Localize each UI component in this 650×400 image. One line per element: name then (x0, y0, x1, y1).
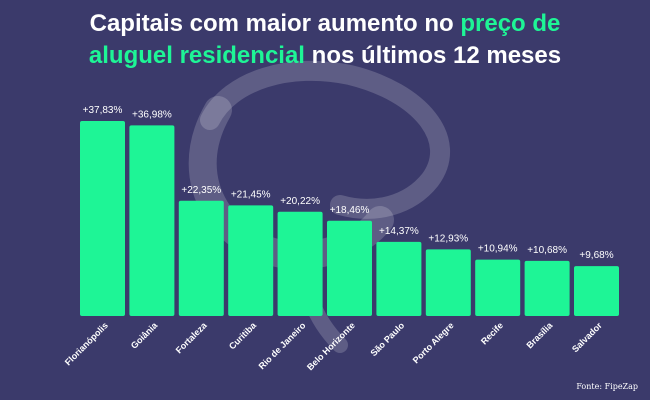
bar-9 (475, 259, 521, 316)
title-part-2: nos últimos 12 meses (304, 42, 562, 69)
bar-4 (228, 205, 274, 316)
data-label-5: +20,22% (280, 196, 320, 207)
x-tick-label-1: Florianópolis (63, 320, 110, 367)
data-label-7: +14,37% (379, 226, 419, 237)
bar-3 (178, 200, 224, 316)
title-highlight-2: aluguel residencial (88, 42, 305, 69)
bars-group (80, 121, 619, 317)
bar-7 (376, 241, 422, 316)
data-label-8: +12,93% (428, 233, 468, 244)
data-label-4: +21,45% (231, 189, 271, 200)
x-tick-label-3: Fortaleza (174, 320, 210, 356)
data-label-6: +18,46% (330, 205, 370, 216)
bar-5 (277, 211, 323, 316)
bar-6 (327, 220, 372, 316)
x-tick-label-10: Brasília (524, 320, 555, 351)
data-labels-group: +37,83% +36,98% +22,35% +21,45% +20,22% +18,4… (83, 105, 614, 261)
bar-11 (574, 266, 619, 316)
bar-8 (425, 249, 471, 316)
data-label-11: +9,68% (579, 250, 613, 261)
title-highlight-1: preço de (460, 10, 561, 37)
bar-10 (524, 260, 570, 316)
title-part-1: Capitais com maior aumento no (89, 10, 461, 37)
x-tick-label-11: Salvador (570, 320, 604, 354)
data-label-1: +37,83% (83, 105, 123, 116)
x-tick-label-5: Rio de Janeiro (257, 320, 308, 371)
bar-1 (80, 121, 125, 316)
x-tick-label-4: Curitiba (227, 320, 259, 352)
x-tick-label-7: São Paulo (368, 320, 406, 358)
bar-2 (129, 125, 175, 317)
chart-title: Capitais com maior aumento no preço de al… (0, 8, 650, 72)
data-label-10: +10,68% (527, 245, 567, 256)
x-tick-label-2: Goiânia (129, 320, 160, 351)
source-note: Fonte: FipeZap (576, 382, 638, 391)
data-label-9: +10,94% (478, 244, 518, 255)
x-tick-label-9: Recife (479, 320, 505, 346)
data-label-2: +36,98% (132, 109, 172, 120)
data-label-3: +22,35% (181, 185, 221, 196)
x-tick-label-8: Porto Alegre (411, 320, 456, 365)
